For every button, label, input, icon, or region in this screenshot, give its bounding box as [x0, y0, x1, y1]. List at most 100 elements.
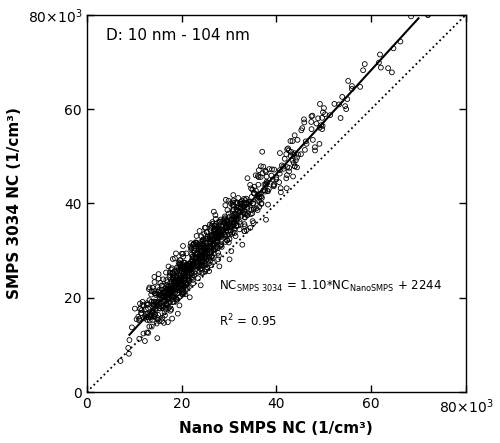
Point: [212, 235, 220, 242]
Point: [234, 200, 241, 207]
Point: [188, 274, 196, 281]
Point: [179, 242, 187, 249]
Point: [189, 257, 197, 264]
Point: [202, 245, 210, 252]
Point: [236, 204, 244, 211]
Point: [359, 67, 367, 74]
Point: [209, 237, 217, 244]
Point: [228, 230, 236, 237]
Point: [243, 201, 251, 208]
Point: [174, 279, 182, 286]
Point: [164, 319, 172, 326]
Point: [160, 298, 168, 305]
Point: [242, 203, 250, 210]
Point: [222, 223, 230, 230]
Point: [202, 224, 209, 231]
Point: [202, 252, 209, 259]
Point: [146, 312, 154, 319]
Point: [283, 171, 291, 179]
Point: [236, 200, 244, 207]
Point: [308, 126, 316, 133]
Point: [162, 285, 170, 292]
Point: [190, 241, 198, 248]
Point: [356, 83, 364, 90]
Point: [214, 229, 222, 236]
Point: [205, 254, 213, 261]
Point: [222, 218, 230, 225]
Point: [164, 291, 172, 299]
Point: [209, 237, 217, 244]
Point: [228, 212, 236, 219]
Point: [283, 163, 291, 171]
Point: [202, 249, 209, 256]
Point: [190, 240, 198, 247]
Point: [376, 51, 384, 58]
Point: [154, 316, 162, 323]
Point: [198, 259, 205, 266]
Point: [202, 240, 210, 247]
Point: [198, 262, 206, 269]
Point: [168, 274, 176, 281]
Point: [348, 85, 356, 93]
Point: [158, 292, 166, 299]
Point: [192, 255, 200, 262]
Point: [220, 231, 228, 238]
Point: [156, 291, 164, 298]
Point: [187, 266, 195, 273]
Point: [288, 157, 296, 164]
Point: [140, 302, 147, 309]
Point: [276, 149, 284, 156]
Point: [196, 251, 204, 258]
Point: [212, 224, 220, 231]
Point: [176, 268, 184, 275]
Point: [220, 217, 228, 224]
Point: [241, 223, 249, 230]
Point: [178, 268, 186, 275]
Point: [150, 290, 158, 297]
Point: [297, 151, 305, 158]
Point: [150, 288, 158, 295]
Point: [261, 188, 269, 195]
Point: [314, 115, 322, 122]
Point: [163, 296, 171, 303]
Point: [194, 243, 202, 250]
Point: [206, 221, 214, 228]
Point: [179, 265, 187, 272]
Point: [270, 182, 278, 189]
Point: [166, 282, 174, 289]
Point: [201, 251, 209, 258]
Point: [168, 270, 176, 277]
Point: [233, 199, 241, 206]
Point: [192, 270, 200, 277]
Point: [170, 280, 178, 287]
Point: [222, 196, 230, 203]
Point: [125, 350, 133, 358]
Point: [186, 260, 194, 267]
Point: [300, 119, 308, 126]
Point: [234, 194, 242, 202]
Point: [183, 273, 191, 280]
Point: [298, 124, 306, 132]
Point: [217, 241, 225, 249]
Point: [172, 275, 180, 282]
Point: [180, 264, 188, 272]
Point: [194, 263, 202, 270]
Point: [248, 218, 256, 225]
Point: [188, 251, 196, 258]
Point: [197, 262, 205, 269]
Point: [229, 229, 237, 236]
Point: [216, 228, 224, 235]
Point: [316, 140, 324, 148]
Point: [208, 222, 216, 229]
Point: [187, 274, 195, 281]
Point: [160, 303, 168, 310]
Point: [221, 216, 229, 223]
Point: [244, 210, 252, 218]
Point: [201, 268, 209, 275]
Point: [318, 125, 326, 132]
Point: [168, 285, 175, 292]
Point: [210, 208, 218, 215]
Point: [254, 206, 262, 214]
Point: [287, 148, 295, 155]
Point: [154, 299, 162, 306]
